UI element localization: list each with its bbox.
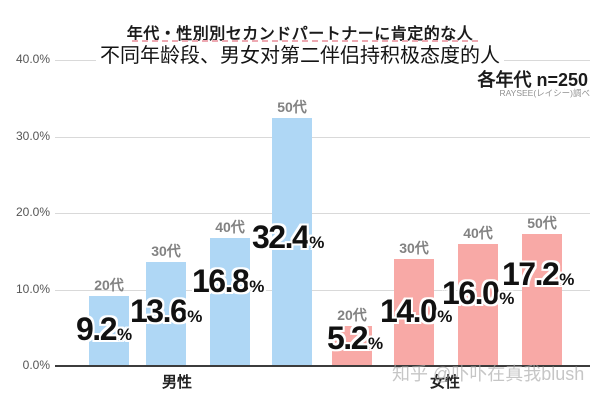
value-number: 13.6 (130, 293, 188, 329)
value-percent-sign: % (367, 334, 384, 353)
age-label-male-30s: 30代 (151, 243, 181, 259)
value-number: 32.4 (252, 219, 310, 255)
value-percent-sign: % (249, 277, 265, 296)
x-axis-group-label-female: 女性 (429, 374, 460, 391)
value-label-male-30s: 13.6% (130, 293, 202, 330)
value-label-male-40s: 16.8% (192, 263, 264, 300)
bar-female-40s (458, 243, 498, 366)
age-label-male-20s: 20代 (94, 276, 124, 293)
age-label-male-50s: 50代 (277, 99, 307, 116)
sample-size-note: 各年代 n=250 (477, 70, 588, 90)
bar-female-50s (522, 234, 562, 366)
chart-subtitle-translation: 不同年龄段、男女对第二伴侣持积极态度的人 (96, 44, 504, 68)
gridline-10pct (55, 290, 590, 291)
value-number: 16.8 (192, 263, 250, 299)
watermark: 知乎 @卟卟在真我blush (392, 364, 585, 384)
y-axis-tick-label: 30.0% (15, 129, 50, 143)
age-label-male-40s: 40代 (215, 218, 245, 235)
value-label-male-20s: 9.2% (76, 311, 132, 348)
value-percent-sign: % (499, 289, 515, 308)
value-label-female-30s: 14.0% (380, 293, 452, 330)
bar-female-30s (394, 258, 434, 366)
y-axis-tick-label: 0.0% (22, 358, 50, 372)
value-number: 17.2 (502, 256, 560, 292)
age-label-female-20s: 20代 (337, 307, 367, 324)
value-number: 14.0 (380, 293, 438, 329)
gridline-30pct (55, 137, 590, 138)
title-underline-dashed (132, 40, 478, 42)
gridline-20pct (55, 213, 590, 214)
source-note: RAYSEE(レイシー)調べ (499, 88, 590, 98)
value-number: 9.2 (76, 311, 117, 347)
bar-male-50s (272, 118, 312, 366)
value-label-female-50s: 17.2% (502, 256, 574, 293)
value-percent-sign: % (187, 307, 203, 326)
y-axis-tick-label: 10.0% (15, 282, 50, 296)
value-percent-sign: % (309, 233, 325, 252)
value-number: 16.0 (442, 275, 500, 311)
bar-female-20s (332, 326, 372, 366)
age-label-female-30s: 30代 (399, 239, 429, 256)
age-label-female-50s: 50代 (527, 215, 557, 232)
bar-male-20s (89, 295, 129, 366)
bar-male-40s (210, 237, 250, 366)
value-number: 5.2 (327, 320, 368, 356)
x-axis-line (55, 365, 590, 367)
value-percent-sign: % (116, 325, 133, 344)
x-axis-group-label-male: 男性 (161, 374, 192, 391)
value-percent-sign: % (559, 270, 575, 289)
bar-male-30s (146, 262, 186, 366)
y-axis-tick-label: 20.0% (15, 205, 50, 219)
value-percent-sign: % (437, 307, 453, 326)
value-label-female-40s: 16.0% (442, 275, 514, 312)
value-label-female-20s: 5.2% (327, 320, 383, 357)
age-label-female-40s: 40代 (463, 224, 493, 241)
y-axis-tick-label: 40.0% (15, 52, 50, 66)
value-label-male-50s: 32.4% (252, 219, 324, 256)
chart-title: 年代・性別別セカンドパートナーに肯定的な人 (126, 26, 474, 43)
